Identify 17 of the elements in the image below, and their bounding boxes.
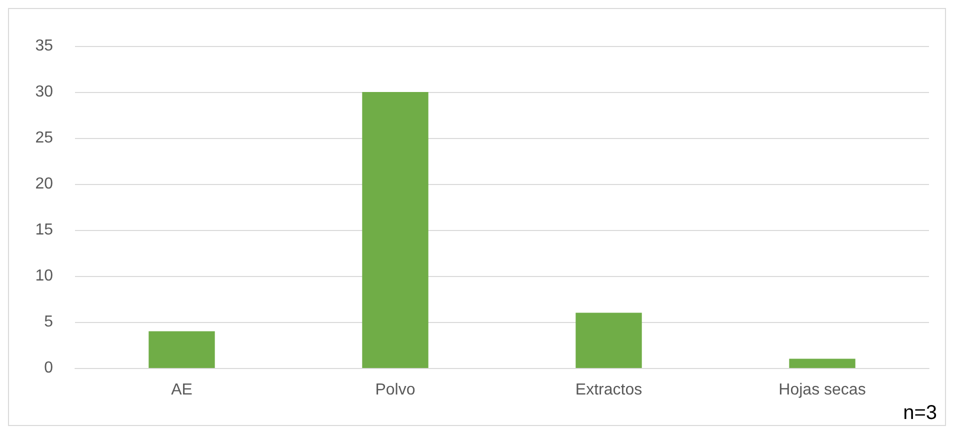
y-tick-label: 35 xyxy=(35,38,54,54)
y-tick-label: 15 xyxy=(35,222,54,238)
bar xyxy=(362,92,428,368)
y-tick-label: 25 xyxy=(35,130,54,146)
x-tick-label: Extractos xyxy=(575,382,642,398)
x-tick-label: Hojas secas xyxy=(778,382,866,398)
bar xyxy=(789,358,856,368)
x-tick-label: AE xyxy=(171,382,192,398)
bar xyxy=(148,331,215,368)
y-tick-label: 0 xyxy=(44,360,54,376)
y-tick-label: 30 xyxy=(35,84,54,100)
y-tick-label: 5 xyxy=(44,314,54,330)
bar xyxy=(576,312,642,368)
y-tick-label: 10 xyxy=(35,268,54,284)
y-tick-label: 20 xyxy=(35,176,54,192)
text: n=3 xyxy=(903,402,938,424)
x-tick-label: Polvo xyxy=(375,382,416,398)
